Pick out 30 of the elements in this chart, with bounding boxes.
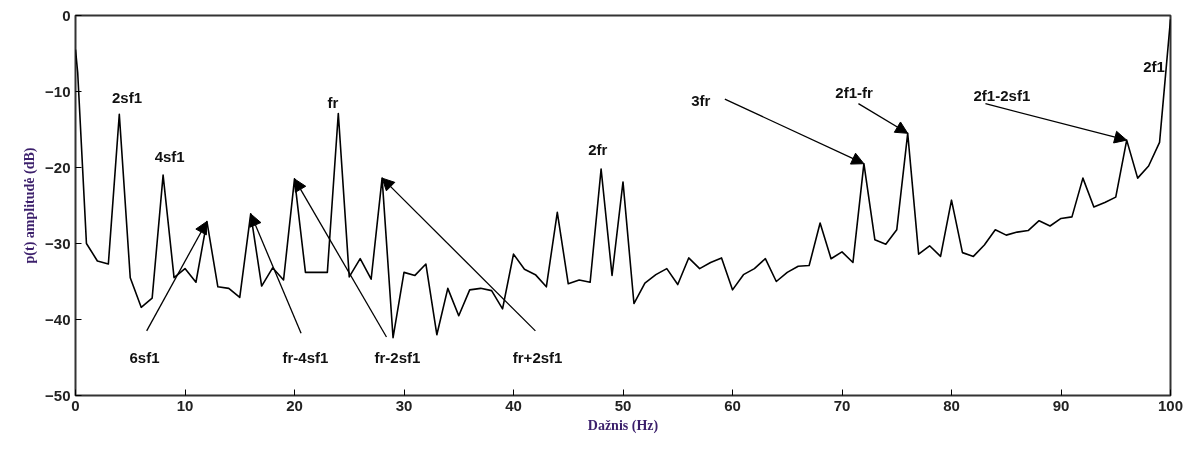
annotation: 2fr: [588, 140, 608, 158]
x-tick-label: 80: [943, 396, 960, 414]
x-axis-title: Dažnis (Hz): [587, 417, 659, 434]
annotation: 2f1-2sf1: [973, 86, 1031, 104]
annotation: fr-2sf1: [374, 349, 421, 366]
x-tick-label: 30: [395, 396, 413, 414]
x-tick-label: 70: [833, 396, 851, 414]
y-tick-label: −20: [45, 158, 71, 176]
x-tick-label: 40: [505, 396, 522, 414]
annotation: 4sf1: [154, 147, 185, 165]
x-tick-label: 90: [1052, 396, 1070, 414]
x-tick-label: 10: [176, 396, 194, 414]
x-tick-label: 100: [1157, 396, 1184, 414]
x-tick-label: 20: [286, 396, 303, 414]
annotation: 2f1: [1143, 57, 1165, 75]
annotation: fr: [327, 93, 339, 111]
y-tick-label: −50: [45, 386, 71, 404]
x-tick-label: 60: [724, 396, 741, 414]
y-tick-label: −40: [45, 310, 71, 328]
y-tick-label: 0: [62, 6, 71, 24]
y-tick-label: −10: [45, 82, 71, 100]
annotation: fr+2sf1: [512, 349, 563, 366]
annotation: 3fr: [691, 92, 711, 110]
annotation: 2sf1: [111, 89, 142, 107]
annotation: 2f1-fr: [835, 83, 873, 101]
annotation: 6sf1: [129, 349, 160, 366]
y-tick-label: −30: [45, 234, 71, 252]
annotation: fr-4sf1: [282, 349, 329, 366]
y-axis-title: p(t) amplitudė (dB): [22, 147, 39, 264]
x-tick-label: 50: [614, 396, 632, 414]
